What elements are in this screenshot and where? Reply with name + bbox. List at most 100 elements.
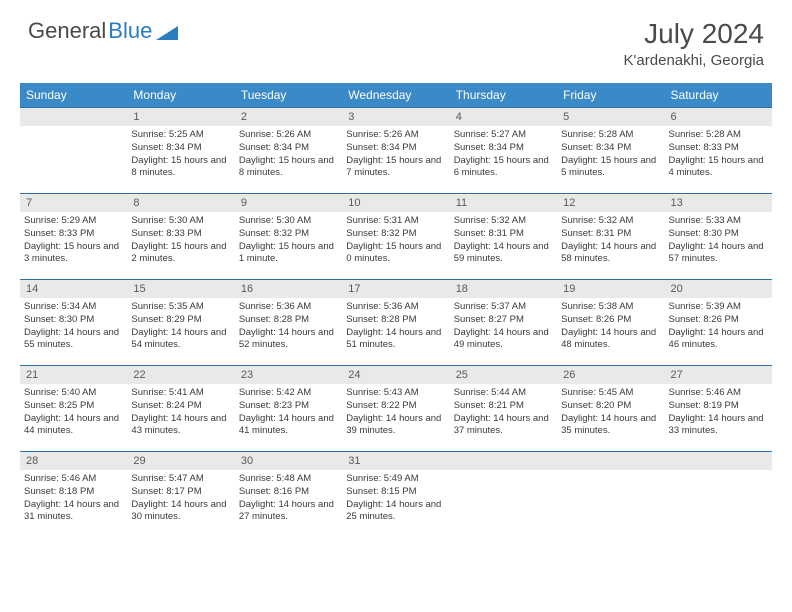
calendar-day-cell: 3Sunrise: 5:26 AMSunset: 8:34 PMDaylight… bbox=[342, 108, 449, 194]
sunrise-line: Sunrise: 5:45 AM bbox=[561, 387, 633, 398]
day-number: 19 bbox=[557, 280, 664, 298]
day-details: Sunrise: 5:46 AMSunset: 8:19 PMDaylight:… bbox=[665, 384, 772, 441]
calendar-day-cell: 11Sunrise: 5:32 AMSunset: 8:31 PMDayligh… bbox=[450, 194, 557, 280]
day-number: 21 bbox=[20, 366, 127, 384]
calendar-day-cell: 29Sunrise: 5:47 AMSunset: 8:17 PMDayligh… bbox=[127, 452, 234, 538]
daylight-line: Daylight: 14 hours and 54 minutes. bbox=[131, 327, 226, 351]
sunrise-line: Sunrise: 5:49 AM bbox=[346, 473, 418, 484]
calendar-day-cell: 7Sunrise: 5:29 AMSunset: 8:33 PMDaylight… bbox=[20, 194, 127, 280]
sunrise-line: Sunrise: 5:40 AM bbox=[24, 387, 96, 398]
day-details: Sunrise: 5:45 AMSunset: 8:20 PMDaylight:… bbox=[557, 384, 664, 441]
day-details: Sunrise: 5:32 AMSunset: 8:31 PMDaylight:… bbox=[450, 212, 557, 269]
sunrise-line: Sunrise: 5:28 AM bbox=[669, 129, 741, 140]
calendar-header-row: SundayMondayTuesdayWednesdayThursdayFrid… bbox=[20, 83, 772, 108]
sunrise-line: Sunrise: 5:43 AM bbox=[346, 387, 418, 398]
sunrise-line: Sunrise: 5:38 AM bbox=[561, 301, 633, 312]
sunrise-line: Sunrise: 5:47 AM bbox=[131, 473, 203, 484]
calendar-day-cell bbox=[450, 452, 557, 538]
calendar-table: SundayMondayTuesdayWednesdayThursdayFrid… bbox=[20, 83, 772, 538]
brand-part1: General bbox=[28, 18, 106, 44]
day-number bbox=[557, 452, 664, 470]
daylight-line: Daylight: 14 hours and 25 minutes. bbox=[346, 499, 441, 523]
sunset-line: Sunset: 8:31 PM bbox=[561, 228, 631, 239]
daylight-line: Daylight: 14 hours and 58 minutes. bbox=[561, 241, 656, 265]
calendar-day-cell: 30Sunrise: 5:48 AMSunset: 8:16 PMDayligh… bbox=[235, 452, 342, 538]
day-number: 20 bbox=[665, 280, 772, 298]
sunrise-line: Sunrise: 5:30 AM bbox=[131, 215, 203, 226]
sunrise-line: Sunrise: 5:28 AM bbox=[561, 129, 633, 140]
month-title: July 2024 bbox=[624, 18, 764, 50]
sunrise-line: Sunrise: 5:46 AM bbox=[669, 387, 741, 398]
daylight-line: Daylight: 14 hours and 57 minutes. bbox=[669, 241, 764, 265]
daylight-line: Daylight: 15 hours and 5 minutes. bbox=[561, 155, 656, 179]
sunrise-line: Sunrise: 5:26 AM bbox=[346, 129, 418, 140]
sunrise-line: Sunrise: 5:48 AM bbox=[239, 473, 311, 484]
sunset-line: Sunset: 8:34 PM bbox=[131, 142, 201, 153]
sunrise-line: Sunrise: 5:44 AM bbox=[454, 387, 526, 398]
day-details: Sunrise: 5:31 AM Sunset: 8:32 PM Daylight:… bbox=[342, 212, 449, 269]
sunset-line: Sunset: 8:18 PM bbox=[24, 486, 94, 497]
sunset-line: Sunset: 8:24 PM bbox=[131, 400, 201, 411]
sunset-line: Sunset: 8:16 PM bbox=[239, 486, 309, 497]
day-details: Sunrise: 5:47 AMSunset: 8:17 PMDaylight:… bbox=[127, 470, 234, 527]
sunset-line: Sunset: 8:34 PM bbox=[239, 142, 309, 153]
day-number: 22 bbox=[127, 366, 234, 384]
calendar-day-cell: 15Sunrise: 5:35 AMSunset: 8:29 PMDayligh… bbox=[127, 280, 234, 366]
day-details: Sunrise: 5:43 AMSunset: 8:22 PMDaylight:… bbox=[342, 384, 449, 441]
sunset-line: Sunset: 8:32 PM bbox=[346, 228, 416, 239]
daylight-line: Daylight: 15 hours and 4 minutes. bbox=[669, 155, 764, 179]
sunset-line: Sunset: 8:22 PM bbox=[346, 400, 416, 411]
calendar-week-row: 1Sunrise: 5:25 AMSunset: 8:34 PMDaylight… bbox=[20, 108, 772, 194]
calendar-week-row: 7Sunrise: 5:29 AMSunset: 8:33 PMDaylight… bbox=[20, 194, 772, 280]
sunset-line: Sunset: 8:29 PM bbox=[131, 314, 201, 325]
calendar-body: 1Sunrise: 5:25 AMSunset: 8:34 PMDaylight… bbox=[20, 108, 772, 538]
calendar-week-row: 28Sunrise: 5:46 AMSunset: 8:18 PMDayligh… bbox=[20, 452, 772, 538]
sunrise-line: Sunrise: 5:30 AM bbox=[239, 215, 311, 226]
daylight-line: Daylight: 15 hours and 2 minutes. bbox=[131, 241, 226, 265]
day-details: Sunrise: 5:27 AMSunset: 8:34 PMDaylight:… bbox=[450, 126, 557, 183]
day-number bbox=[665, 452, 772, 470]
calendar-day-cell bbox=[665, 452, 772, 538]
daylight-line: Daylight: 14 hours and 35 minutes. bbox=[561, 413, 656, 437]
calendar-day-cell: 18Sunrise: 5:37 AMSunset: 8:27 PMDayligh… bbox=[450, 280, 557, 366]
sunrise-line: Sunrise: 5:29 AM bbox=[24, 215, 96, 226]
calendar-day-cell: 13Sunrise: 5:33 AMSunset: 8:30 PMDayligh… bbox=[665, 194, 772, 280]
day-number bbox=[450, 452, 557, 470]
day-details: Sunrise: 5:26 AMSunset: 8:34 PMDaylight:… bbox=[342, 126, 449, 183]
daylight-line: Daylight: 15 hours and 0 minutes. bbox=[346, 241, 441, 265]
day-number: 31 bbox=[342, 452, 449, 470]
weekday-header: Wednesday bbox=[342, 83, 449, 108]
calendar-day-cell: 17Sunrise: 5:36 AMSunset: 8:28 PMDayligh… bbox=[342, 280, 449, 366]
brand-logo: GeneralBlue bbox=[28, 18, 178, 44]
daylight-line: Daylight: 15 hours and 3 minutes. bbox=[24, 241, 119, 265]
daylight-line: Daylight: 15 hours and 6 minutes. bbox=[454, 155, 549, 179]
day-number: 1 bbox=[127, 108, 234, 126]
daylight-line: Daylight: 14 hours and 49 minutes. bbox=[454, 327, 549, 351]
sunrise-line: Sunrise: 5:32 AM bbox=[454, 215, 526, 226]
day-number: 29 bbox=[127, 452, 234, 470]
calendar-day-cell: 9Sunrise: 5:30 AMSunset: 8:32 PMDaylight… bbox=[235, 194, 342, 280]
daylight-line: Daylight: 14 hours and 55 minutes. bbox=[24, 327, 119, 351]
day-number: 18 bbox=[450, 280, 557, 298]
daylight-line: Daylight: 14 hours and 44 minutes. bbox=[24, 413, 119, 437]
day-details: Sunrise: 5:28 AMSunset: 8:34 PMDaylight:… bbox=[557, 126, 664, 183]
calendar-day-cell: 14Sunrise: 5:34 AMSunset: 8:30 PMDayligh… bbox=[20, 280, 127, 366]
calendar-week-row: 14Sunrise: 5:34 AMSunset: 8:30 PMDayligh… bbox=[20, 280, 772, 366]
sunrise-line: Sunrise: 5:33 AM bbox=[669, 215, 741, 226]
daylight-line: Daylight: 14 hours and 41 minutes. bbox=[239, 413, 334, 437]
daylight-line: Daylight: 14 hours and 31 minutes. bbox=[24, 499, 119, 523]
sunrise-line: Sunrise: 5:31 AM bbox=[346, 215, 418, 226]
daylight-line: Daylight: 14 hours and 37 minutes. bbox=[454, 413, 549, 437]
daylight-line: Daylight: 14 hours and 46 minutes. bbox=[669, 327, 764, 351]
daylight-line: Daylight: 14 hours and 30 minutes. bbox=[131, 499, 226, 523]
sunset-line: Sunset: 8:32 PM bbox=[239, 228, 309, 239]
sunrise-line: Sunrise: 5:27 AM bbox=[454, 129, 526, 140]
weekday-header: Friday bbox=[557, 83, 664, 108]
calendar-day-cell: 4Sunrise: 5:27 AMSunset: 8:34 PMDaylight… bbox=[450, 108, 557, 194]
sunrise-line: Sunrise: 5:34 AM bbox=[24, 301, 96, 312]
calendar-day-cell: 27Sunrise: 5:46 AMSunset: 8:19 PMDayligh… bbox=[665, 366, 772, 452]
sunset-line: Sunset: 8:26 PM bbox=[669, 314, 739, 325]
sunrise-line: Sunrise: 5:46 AM bbox=[24, 473, 96, 484]
day-details: Sunrise: 5:46 AM Sunset: 8:18 PM Daylight:… bbox=[20, 470, 127, 527]
day-details: Sunrise: 5:44 AMSunset: 8:21 PMDaylight:… bbox=[450, 384, 557, 441]
